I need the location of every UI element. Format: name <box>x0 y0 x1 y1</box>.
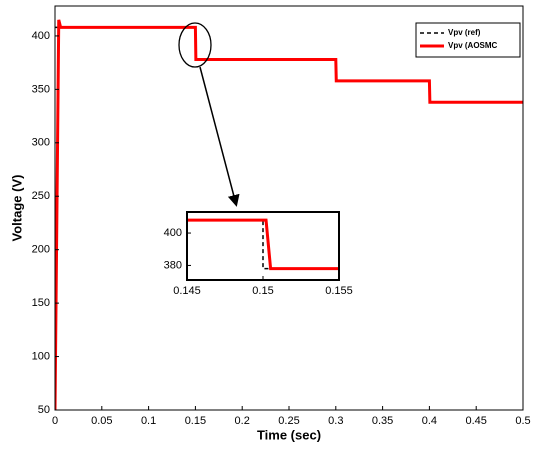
axes-box <box>186 211 340 281</box>
x-tick-label: 0.35 <box>372 415 393 427</box>
x-tick-label: 0.45 <box>465 415 486 427</box>
x-tick-label: 0.145 <box>173 285 201 297</box>
y-tick-label: 250 <box>32 190 50 202</box>
y-tick-label: 100 <box>32 350 50 362</box>
x-tick-label: 0.15 <box>252 285 273 297</box>
x-tick-label: 0.155 <box>325 285 353 297</box>
y-axis-label: Voltage (V) <box>9 175 24 242</box>
series-line <box>187 218 339 271</box>
x-tick-label: 0.05 <box>91 415 112 427</box>
x-tick-label: 0.1 <box>141 415 156 427</box>
legend-box <box>415 22 521 58</box>
y-tick-label: 350 <box>32 83 50 95</box>
x-tick-label: 0.5 <box>515 415 530 427</box>
y-tick-label: 50 <box>38 404 50 416</box>
zoom-arrow <box>199 66 240 207</box>
x-tick-label: 0 <box>52 415 58 427</box>
legend-label: Vpv (ref) <box>448 28 481 37</box>
x-tick-label: 0.4 <box>422 415 437 427</box>
x-axis-label: Time (sec) <box>257 427 321 442</box>
x-tick-label: 0.25 <box>278 415 299 427</box>
y-tick-label: 400 <box>164 227 182 239</box>
x-tick-label: 0.2 <box>235 415 250 427</box>
y-tick-label: 380 <box>164 259 182 271</box>
x-tick-label: 0.15 <box>185 415 206 427</box>
series-line <box>55 19 523 410</box>
y-tick-label: 400 <box>32 30 50 42</box>
plot-area <box>55 6 523 410</box>
y-tick-label: 300 <box>32 137 50 149</box>
y-tick-label: 150 <box>32 297 50 309</box>
axes-box <box>54 5 524 411</box>
y-tick-label: 200 <box>32 244 50 256</box>
x-tick-label: 0.3 <box>328 415 343 427</box>
zoom-ellipse <box>178 22 212 68</box>
legend-label: Vpv (AOSMC <box>448 41 498 50</box>
